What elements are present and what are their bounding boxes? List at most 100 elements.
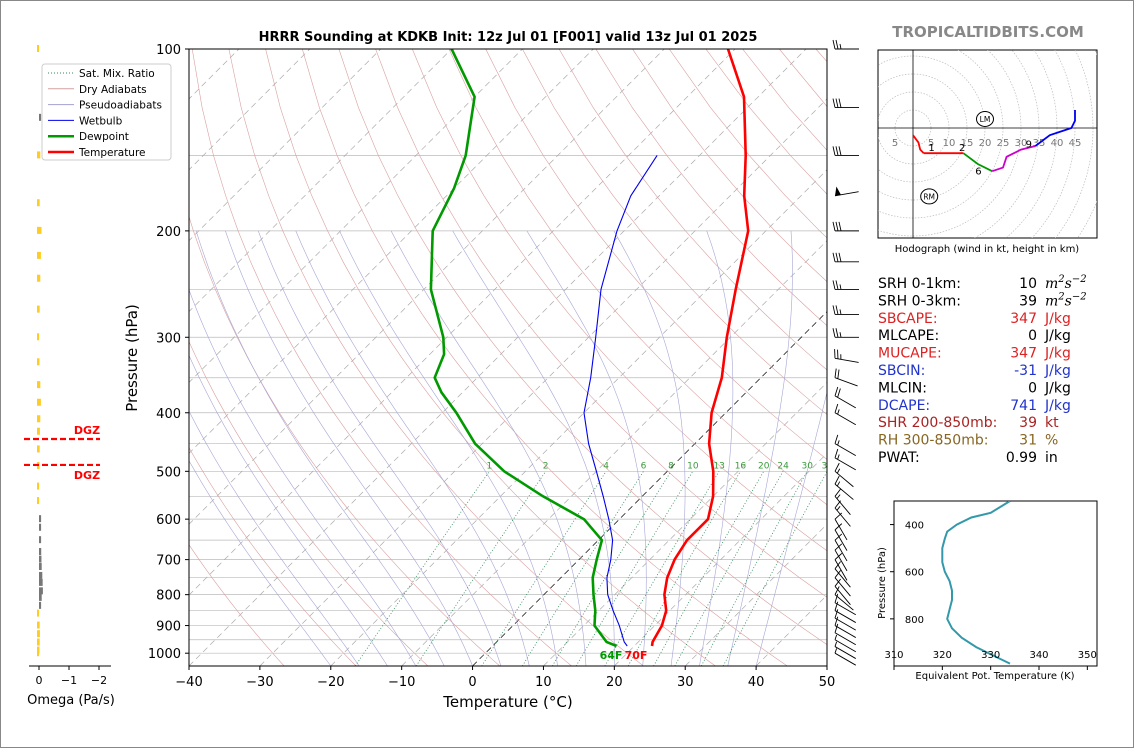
- stat-unit: J/kg: [1044, 346, 1071, 362]
- wind-barb-shaft: [833, 146, 859, 155]
- hodo-ring-label: 25: [997, 138, 1010, 149]
- theta-e-x-tick-label: 340: [1029, 650, 1048, 661]
- wind-barb: [833, 99, 859, 108]
- theta-e-x-tick-label: 310: [884, 650, 903, 661]
- omega-tick-label: −1: [61, 674, 77, 687]
- barb-flag: [834, 561, 842, 568]
- wind-barb: [833, 586, 859, 610]
- hodo-ring-label: 20: [979, 138, 992, 149]
- skewt-frame: [189, 49, 827, 666]
- wind-barb: [834, 524, 855, 551]
- hodo-ring-label: 10: [943, 138, 956, 149]
- omega-bar: [37, 45, 39, 52]
- wind-barb: [833, 369, 861, 386]
- y-tick-label: 500: [156, 465, 181, 480]
- hodo-height-label: 9: [1026, 140, 1032, 151]
- stat-value: 39: [1019, 415, 1037, 431]
- omega-bar: [39, 524, 41, 531]
- stat-label: MLCAPE:: [878, 328, 939, 344]
- stat-label: DCAPE:: [878, 398, 930, 414]
- pseudoadiabat: [258, 231, 501, 666]
- x-tick-label: 10: [535, 675, 552, 690]
- theta-e-x-tick-label: 330: [981, 650, 1000, 661]
- stat-value: 0.99: [1006, 450, 1037, 466]
- profile-dewpoint: [431, 49, 617, 646]
- x-tick-label: −20: [317, 675, 344, 690]
- barb-half: [840, 309, 841, 314]
- stat-label: PWAT:: [878, 450, 920, 466]
- stat-label: SRH 0-1km:: [878, 276, 961, 292]
- mixing-ratio-label: 2: [543, 461, 549, 471]
- stat-unit: m2s−2: [1045, 291, 1087, 309]
- barb-flag: [836, 280, 838, 289]
- mixing-ratio-label: 20: [758, 461, 770, 471]
- omega-bar: [37, 497, 39, 504]
- hodo-height-label: 1: [928, 143, 934, 154]
- barb-flag: [839, 253, 841, 262]
- barb-flag: [833, 280, 835, 289]
- wind-barb: [833, 40, 859, 49]
- stat-unit: J/kg: [1044, 363, 1071, 379]
- wind-barb: [834, 513, 855, 540]
- barb-staff: [835, 640, 856, 652]
- wind-barb: [834, 534, 855, 561]
- barb-flag: [836, 222, 838, 231]
- omega-tick-label: −2: [91, 674, 107, 687]
- barb-staff: [835, 647, 856, 659]
- barb-flag: [836, 253, 838, 262]
- stat-unit: m2s−2: [1045, 274, 1087, 292]
- stat-unit: J/kg: [1044, 328, 1071, 344]
- wind-barbs: [833, 40, 861, 665]
- barb-flag: [839, 99, 841, 108]
- isotherm: [260, 49, 877, 666]
- wind-barb-shaft: [833, 305, 859, 314]
- stat-value: 0: [1028, 328, 1037, 344]
- mixing-ratio-label: 6: [641, 461, 647, 471]
- isotherm: [118, 49, 735, 666]
- omega-bar: [39, 579, 43, 586]
- x-tick-label: −30: [246, 675, 273, 690]
- legend-label: Temperature: [78, 147, 146, 159]
- mixing-ratio-line: [701, 471, 807, 666]
- wind-barb-shaft: [833, 476, 859, 500]
- mixing-ratio-line: [628, 471, 740, 666]
- omega-bar: [39, 548, 41, 555]
- wind-barb: [833, 146, 859, 155]
- barb-flag: [836, 328, 838, 337]
- omega-bar: [37, 622, 40, 629]
- surface-temperature-label: 70F: [625, 649, 648, 662]
- barb-flag: [833, 476, 840, 484]
- barb-pennant: [833, 186, 840, 196]
- mixing-ratio-label: 1: [486, 461, 492, 471]
- hodo-height-label: 2: [959, 143, 965, 154]
- stat-unit: J/kg: [1044, 380, 1071, 396]
- omega-bar: [39, 572, 42, 579]
- barb-staff: [835, 378, 858, 386]
- hodo-ring-label: 40: [1051, 138, 1064, 149]
- x-tick-label: −40: [175, 675, 202, 690]
- barb-flag: [834, 579, 842, 586]
- stat-label: MUCAPE:: [878, 346, 942, 362]
- wind-barb: [833, 463, 859, 487]
- theta-e-y-tick-label: 600: [905, 568, 924, 579]
- omega-bar: [37, 333, 39, 340]
- stat-value: 39: [1019, 293, 1037, 309]
- hodo-ring-label: 5: [892, 138, 898, 149]
- wind-barb-shaft: [833, 253, 859, 262]
- y-tick-label: 900: [156, 620, 181, 635]
- pseudoadiabat: [391, 231, 586, 666]
- wind-barb: [833, 222, 859, 231]
- barb-flag: [833, 617, 839, 626]
- omega-bar: [37, 252, 41, 259]
- omega-bar: [37, 227, 42, 234]
- barb-flag: [836, 99, 838, 108]
- y-tick-label: 700: [156, 554, 181, 569]
- x-tick-label: −10: [388, 675, 415, 690]
- omega-bar: [39, 536, 41, 543]
- barb-flag: [834, 544, 843, 550]
- skewt-profiles: [431, 49, 748, 646]
- stat-unit: kt: [1045, 415, 1059, 431]
- omega-bar: [39, 563, 42, 570]
- wind-barb-shaft: [834, 513, 855, 540]
